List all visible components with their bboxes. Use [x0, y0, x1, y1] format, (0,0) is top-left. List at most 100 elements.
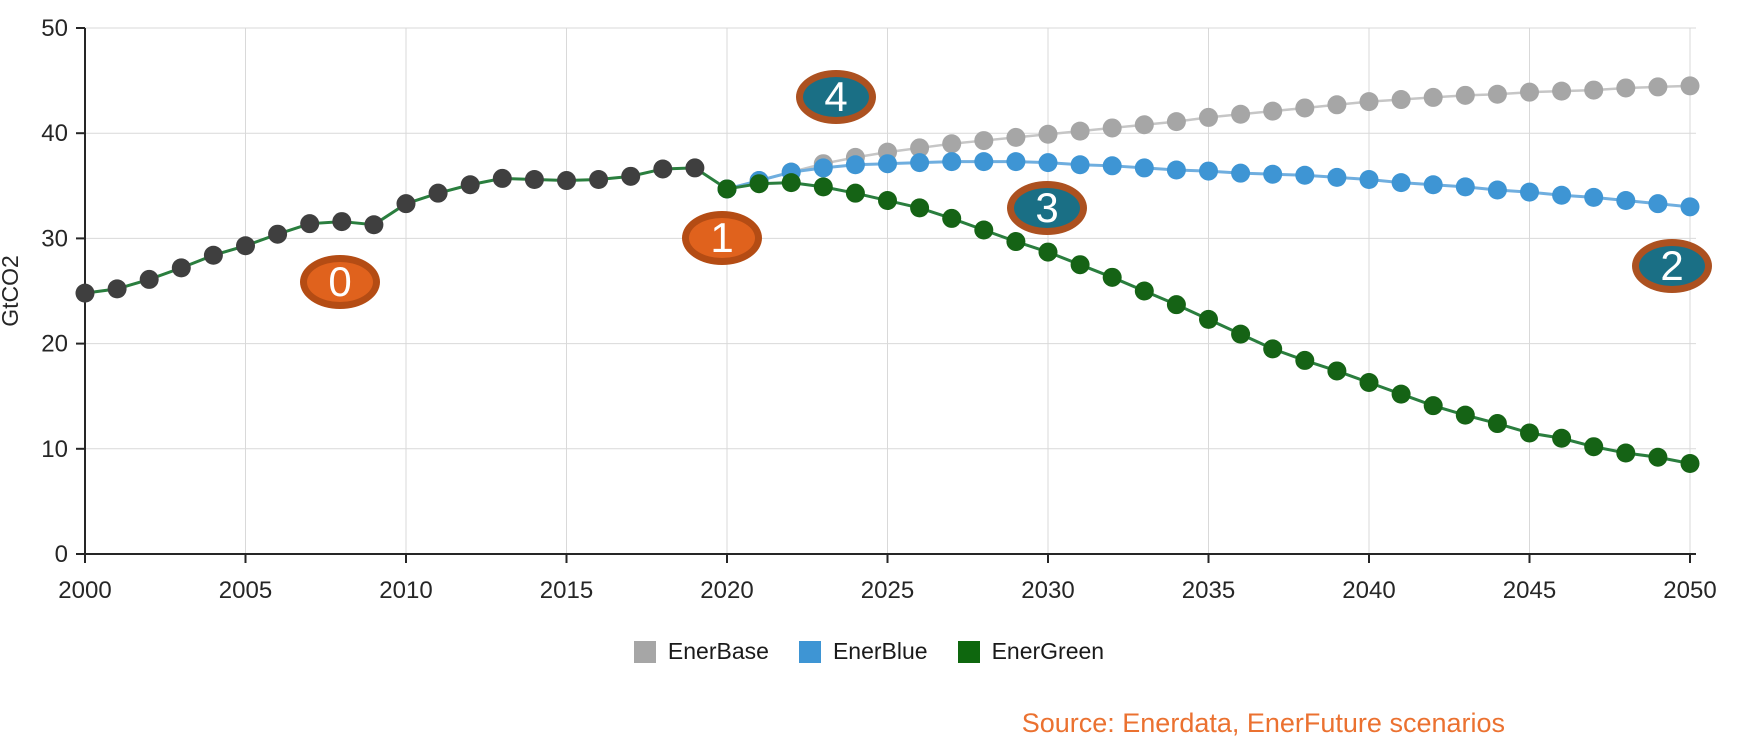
series-point-enerbase [1584, 80, 1604, 100]
series-point-enerblue [1455, 177, 1475, 197]
series-point-enerblue [1134, 158, 1154, 178]
series-point-energreen [813, 177, 833, 197]
series-point-enerblue [1166, 160, 1186, 180]
series-point-enerblue [1327, 167, 1347, 187]
legend-swatch [798, 640, 821, 663]
series-point-energreen [1134, 281, 1154, 301]
series-point-energreen [845, 183, 865, 203]
som-mark-2[interactable]: 2 [1632, 239, 1712, 293]
series-point-energreen [1070, 255, 1090, 275]
y-tick-label: 50 [41, 15, 68, 42]
series-point-enerblue [1295, 165, 1315, 185]
x-tick-label: 2050 [1663, 577, 1716, 604]
series-point-enerblue [1584, 187, 1604, 207]
series-point-enerbase [974, 131, 994, 151]
source-note: Source: Enerdata, EnerFuture scenarios [1021, 708, 1505, 738]
series-point-energreen [1263, 339, 1283, 359]
series-point-enerbase [1199, 107, 1218, 127]
series-point-enerblue [1680, 197, 1700, 217]
series-point-enerblue [974, 152, 994, 172]
series-point-energreen [974, 220, 994, 240]
series-point-energreen [1006, 232, 1026, 252]
x-tick-label: 2030 [1021, 577, 1074, 604]
series-point-enerbase [1391, 90, 1411, 110]
series-point-history [268, 224, 288, 244]
series-point-energreen [1391, 384, 1411, 404]
series-point-enerbase [1263, 101, 1283, 121]
series-point-enerbase [1327, 95, 1347, 115]
series-point-enerblue [1423, 175, 1443, 195]
series-point-history [139, 269, 159, 289]
series-point-history [621, 166, 641, 186]
series-point-enerbase [1616, 78, 1636, 98]
series-point-enerbase [1520, 82, 1539, 102]
series-point-energreen [1102, 267, 1122, 287]
series-point-history [203, 245, 223, 265]
series-point-enerbase [1455, 85, 1475, 105]
som-mark-3[interactable]: 3 [1007, 181, 1087, 235]
series-point-history [557, 171, 576, 191]
chart-legend: EnerBase EnerBlue EnerGreen [0, 638, 1738, 665]
legend-label: EnerGreen [991, 638, 1105, 664]
som-mark-4[interactable]: 4 [796, 70, 876, 124]
series-point-enerbase [1231, 104, 1251, 124]
series-point-enerblue [845, 155, 865, 175]
y-tick-label: 20 [41, 331, 68, 358]
series-point-energreen [910, 198, 930, 218]
series-point-energreen [942, 208, 962, 228]
x-tick-label: 2045 [1503, 577, 1556, 604]
series-point-energreen [1199, 309, 1218, 329]
legend-item-enerblue[interactable]: EnerBlue [798, 638, 928, 665]
legend-item-energreen[interactable]: EnerGreen [957, 638, 1105, 665]
series-point-enerblue [1616, 191, 1636, 211]
y-tick-label: 10 [41, 436, 68, 463]
series-point-energreen [1327, 361, 1347, 381]
series-point-energreen [781, 173, 801, 193]
y-axis-title: GtCO2 [0, 255, 23, 327]
x-tick-label: 2000 [58, 577, 111, 604]
series-point-energreen [1038, 242, 1058, 262]
series-point-enerbase [1102, 118, 1122, 138]
x-tick-label: 2005 [219, 577, 272, 604]
series-point-enerblue [1552, 185, 1572, 205]
series-point-enerblue [1038, 153, 1058, 173]
series-point-energreen [1487, 414, 1507, 434]
legend-label: EnerBlue [832, 638, 928, 664]
series-point-enerbase [1134, 115, 1154, 135]
series-point-energreen [1616, 443, 1636, 463]
x-tick-label: 2015 [540, 577, 593, 604]
series-point-enerbase [1038, 124, 1058, 144]
x-tick-label: 2025 [861, 577, 914, 604]
series-point-energreen [1231, 324, 1251, 344]
series-point-history [589, 169, 609, 189]
series-point-energreen [717, 179, 737, 199]
series-point-history [107, 279, 127, 299]
series-point-history [171, 258, 191, 278]
series-point-energreen [1423, 396, 1443, 416]
series-point-enerblue [1391, 173, 1411, 193]
legend-label: EnerBase [667, 638, 769, 664]
legend-swatch [957, 640, 980, 663]
som-mark-0[interactable]: 0 [300, 255, 380, 309]
series-point-energreen [1166, 295, 1186, 315]
series-point-enerblue [910, 153, 930, 173]
y-tick-label: 0 [55, 541, 68, 568]
series-point-enerbase [1487, 84, 1507, 104]
series-point-history [75, 283, 95, 303]
series-point-enerblue [1199, 161, 1218, 181]
series-point-history [460, 175, 480, 195]
series-point-energreen [1520, 423, 1539, 443]
x-tick-label: 2040 [1342, 577, 1395, 604]
series-point-history [236, 236, 255, 256]
series-point-history [524, 169, 544, 189]
som-mark-1[interactable]: 1 [682, 211, 762, 265]
series-point-enerbase [1680, 76, 1700, 96]
series-point-enerblue [1070, 155, 1090, 175]
series-point-enerbase [1552, 81, 1572, 101]
series-point-history [396, 194, 416, 214]
series-point-energreen [1680, 454, 1700, 474]
legend-item-enerbase[interactable]: EnerBase [633, 638, 769, 665]
series-point-history [492, 168, 512, 188]
series-point-energreen [1552, 428, 1572, 448]
